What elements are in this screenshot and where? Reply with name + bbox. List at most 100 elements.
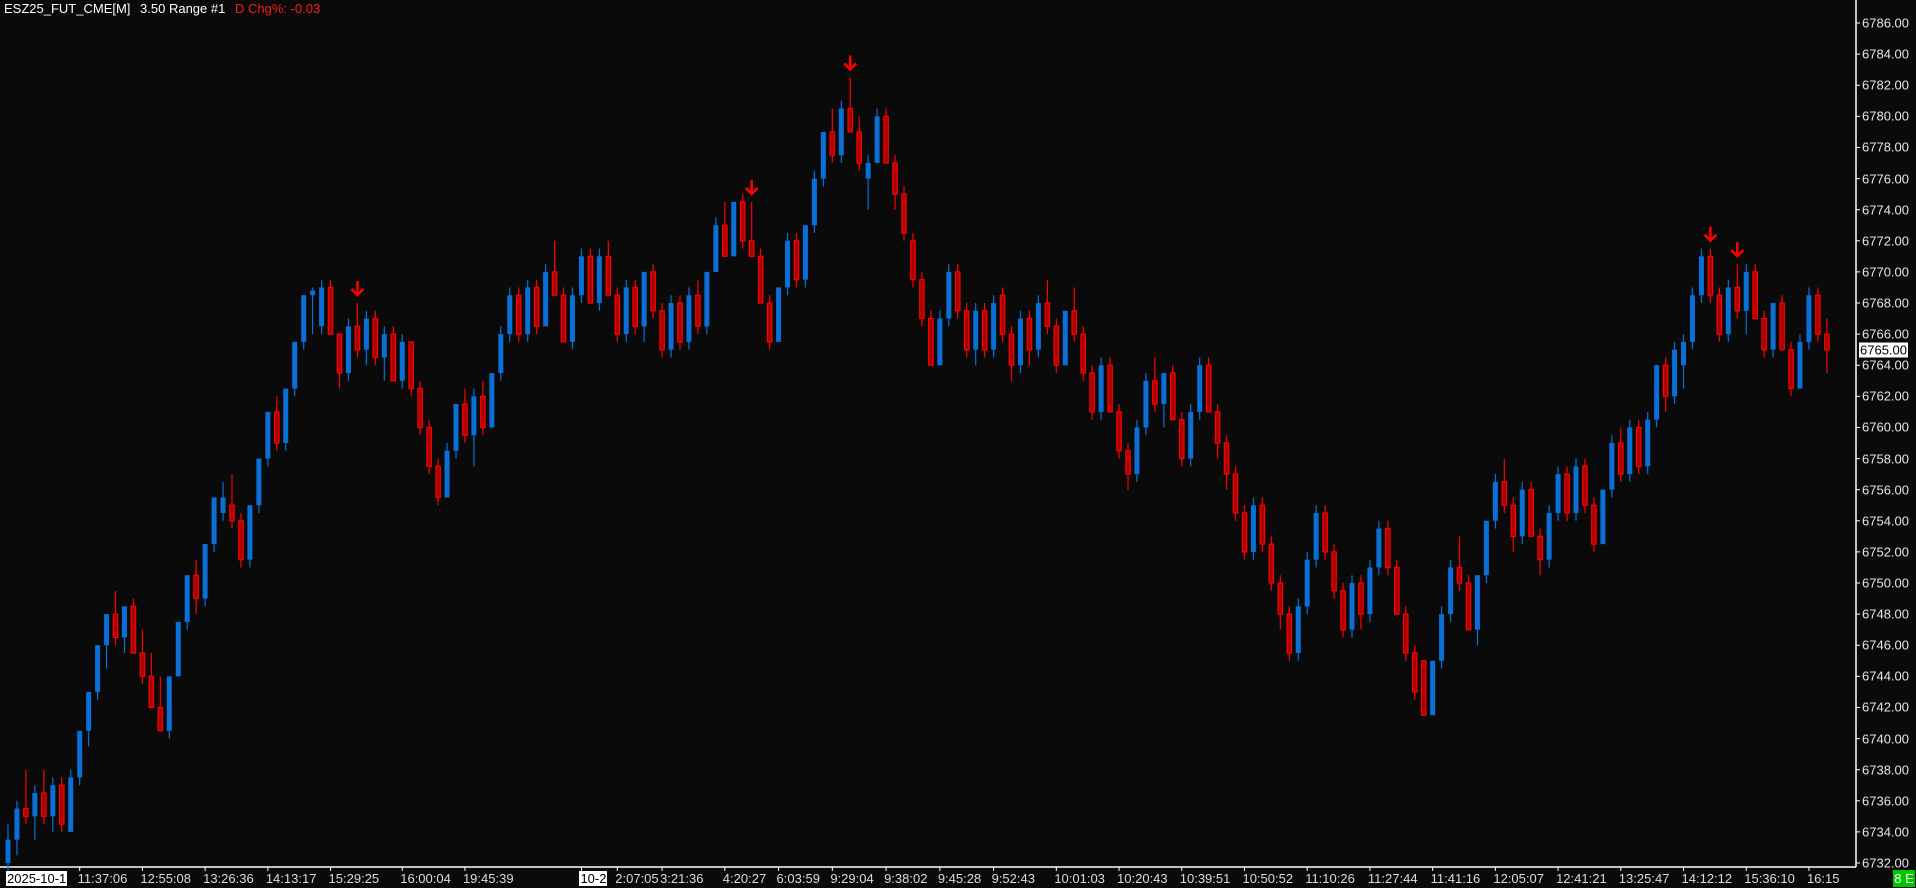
candle-body <box>1492 481 1498 521</box>
time-tick-label: 13:25:47 <box>1618 871 1670 886</box>
candle-body <box>130 605 137 654</box>
candle-down <box>1402 606 1409 661</box>
candle-body <box>1089 372 1095 413</box>
candle-body <box>1564 473 1570 514</box>
candle-body <box>946 271 952 319</box>
candle-up <box>1743 264 1749 335</box>
candle-body <box>1689 295 1695 342</box>
candle-body <box>354 325 361 351</box>
candle-up <box>1573 458 1579 521</box>
candle-body <box>1259 504 1266 545</box>
candle-body <box>1062 310 1068 366</box>
candle-up <box>202 544 208 607</box>
candle-body <box>713 225 719 272</box>
candle-body <box>525 287 531 335</box>
time-tick-label: 11:41:16 <box>1430 871 1481 886</box>
candle-body <box>838 108 844 156</box>
candle-down <box>1385 520 1391 576</box>
candle-down <box>1340 583 1346 638</box>
candle-body <box>1143 380 1149 428</box>
price-tick-label: 6746.00 <box>1862 637 1909 653</box>
candle-body <box>1017 318 1023 366</box>
candle-down <box>614 287 621 342</box>
price-tick-label: 6772.00 <box>1862 233 1909 249</box>
candle-body <box>551 271 558 296</box>
down-arrow-icon <box>843 55 858 72</box>
candle-body <box>973 310 979 350</box>
candle-body <box>659 310 665 351</box>
down-arrow-icon <box>350 281 365 297</box>
candle-body <box>327 286 334 335</box>
candle-down <box>462 388 468 443</box>
candle-down <box>560 287 567 343</box>
candle-body <box>462 403 468 436</box>
time-tick-label: 16:15 <box>1806 871 1840 886</box>
candle-body <box>677 302 683 343</box>
candle-body <box>569 295 575 342</box>
candle-body <box>910 240 916 281</box>
candle-body <box>614 294 621 335</box>
chart-axes <box>0 0 1860 871</box>
candle-body <box>301 295 307 342</box>
candle-down <box>1053 318 1060 373</box>
candle-body <box>981 310 988 351</box>
candle-down <box>695 279 701 335</box>
candle-down <box>435 458 441 506</box>
status-badge: 8 E <box>1893 870 1915 887</box>
candle-body <box>1125 450 1131 475</box>
candle-body <box>1044 302 1051 327</box>
candle-up <box>991 295 997 358</box>
candle-up <box>256 458 262 513</box>
candle-body <box>1313 513 1319 560</box>
candle-down <box>999 287 1006 342</box>
candle-down <box>1582 458 1588 513</box>
bar-type-label: 3.50 Range #1 <box>140 1 226 16</box>
candle-body <box>1393 566 1400 615</box>
candle-down <box>1411 645 1418 700</box>
candle-body <box>1537 535 1543 561</box>
time-tick-label: 11:37:06 <box>77 871 128 886</box>
candle-body <box>211 497 217 545</box>
daily-change-label: D Chg%: -0.03 <box>234 1 321 16</box>
candle-body <box>1340 590 1346 631</box>
candle-down <box>1420 660 1427 716</box>
candle-up <box>1770 303 1776 358</box>
candle-body <box>963 310 970 351</box>
time-tick-label: 14:12:12 <box>1681 871 1733 886</box>
candle-body <box>1385 527 1391 569</box>
candle-body <box>471 396 477 436</box>
candle-body <box>319 287 325 327</box>
candle-body <box>1743 271 1749 311</box>
current-price-label: 6765.00 <box>1859 342 1908 358</box>
candle-down <box>1223 435 1230 490</box>
candle-body <box>1420 660 1427 716</box>
candle-down <box>1205 357 1212 413</box>
candle-down <box>1815 287 1821 342</box>
candle-body <box>704 271 710 327</box>
candle-up <box>5 824 11 879</box>
candle-down <box>919 271 925 327</box>
candle-body <box>623 287 629 335</box>
candle-up <box>704 271 710 335</box>
candle-down <box>23 769 29 825</box>
candle-up <box>301 295 307 350</box>
candle-body <box>543 271 549 327</box>
candle-down <box>515 287 522 342</box>
price-tick-label: 6752.00 <box>1862 544 1909 560</box>
candle-down <box>1752 264 1759 320</box>
candle-up <box>1797 334 1803 389</box>
time-tick-label: 19:45:39 <box>462 871 514 886</box>
candle-down <box>847 77 854 133</box>
candle-up <box>1295 598 1301 661</box>
candle-down <box>1501 458 1508 513</box>
candle-up <box>220 481 226 521</box>
down-arrow-icon <box>744 179 759 196</box>
candle-body <box>1008 333 1015 366</box>
time-tick-label: 10-2 <box>579 871 608 886</box>
candle-up <box>1313 505 1319 568</box>
candle-up <box>713 217 719 272</box>
time-tick-label: 10:01:03 <box>1054 871 1105 886</box>
candle-up <box>802 225 808 288</box>
candle-down <box>1761 310 1767 358</box>
